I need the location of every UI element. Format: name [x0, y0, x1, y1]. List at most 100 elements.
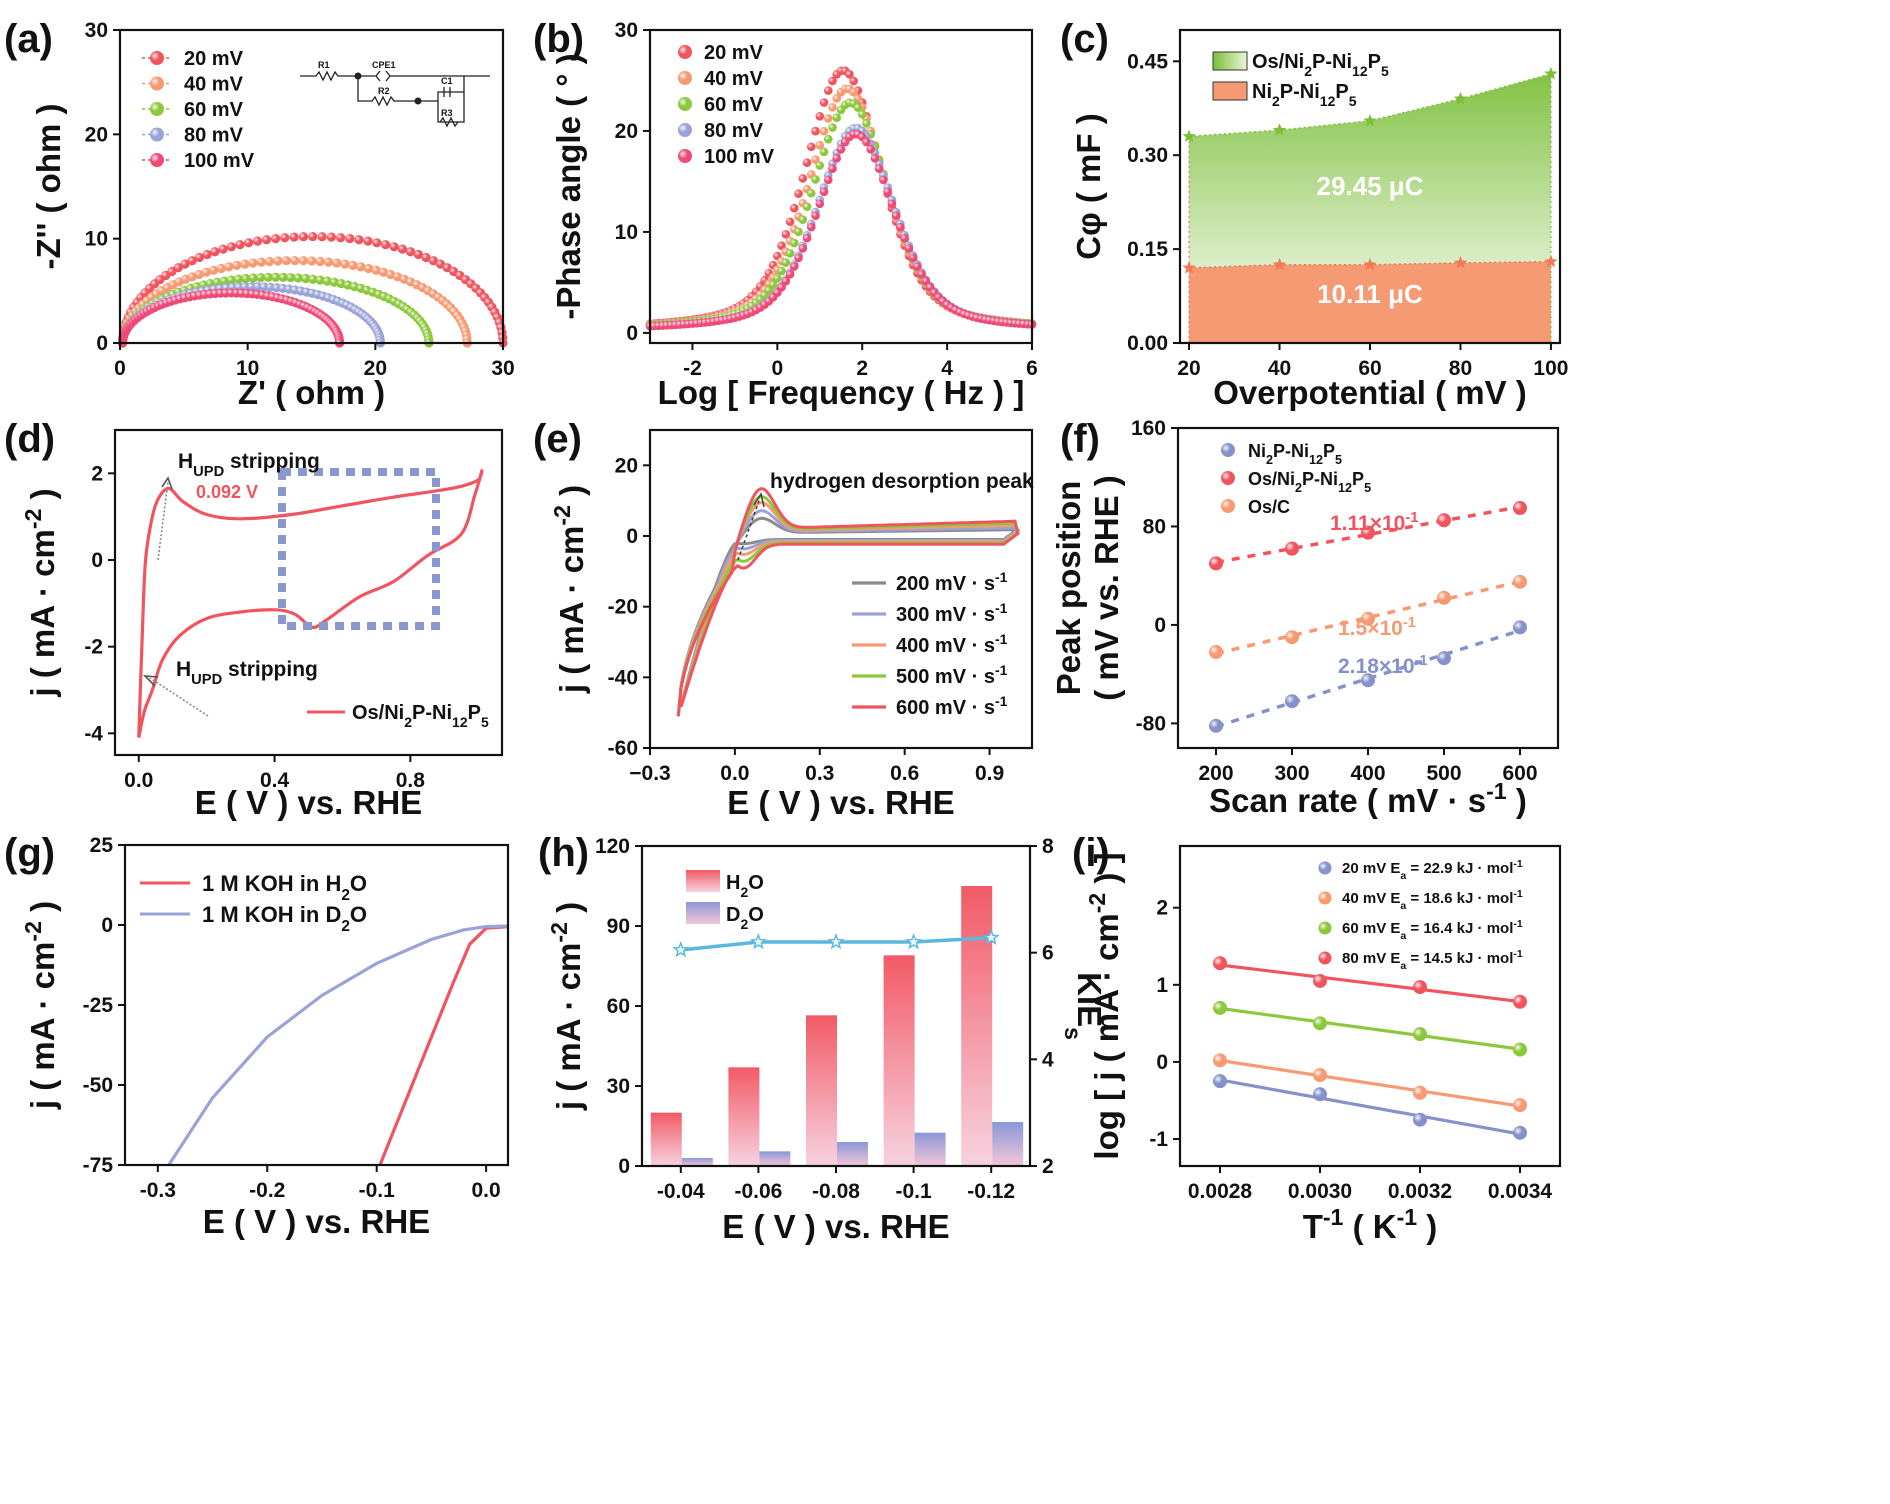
bar-h2o	[650, 1112, 682, 1166]
panel-b-x-ticklabel: 2	[856, 357, 868, 380]
panel-f-label: (f)	[1060, 417, 1100, 461]
legend-marker-shine	[150, 51, 164, 65]
area-label: 29.45 μC	[1317, 171, 1424, 201]
circuit-wire	[357, 76, 465, 123]
circuit-resistor	[439, 116, 459, 128]
fit-line	[1219, 1078, 1521, 1136]
nyquist-point-shine	[329, 277, 339, 287]
panel-g-y-ticklabel: 0	[101, 914, 113, 937]
legend-label: 500 mV · s-1	[896, 662, 1008, 688]
bar-h2o	[883, 955, 915, 1166]
bode-point-shine	[823, 86, 833, 95]
panel-b-frame	[648, 28, 1034, 345]
bode-point-shine	[777, 266, 786, 276]
data-point-shine	[1513, 574, 1527, 589]
legend-marker-shine	[1318, 921, 1332, 935]
text-span: -2	[20, 921, 46, 942]
panel-c-y-ticklabel: 0.00	[1127, 332, 1168, 355]
text-span: 2	[341, 918, 350, 935]
data-point-shine	[1209, 718, 1223, 733]
text-span: UPD	[193, 464, 224, 480]
text-span: 300 mV · s	[896, 604, 995, 626]
panel-h-y-ticklabel: 60	[607, 995, 630, 1018]
panel-g-x-ticklabel: -0.3	[140, 1179, 176, 1202]
nyquist-point-shine	[216, 263, 226, 274]
bode-point-shine	[823, 134, 833, 144]
panel-i-y-ticklabel: 1	[1156, 974, 1168, 997]
nyquist-point-shine	[210, 247, 220, 257]
bode-point-shine	[857, 109, 867, 119]
circuit-node	[354, 72, 362, 80]
panel-e-x-ticklabel: 0.6	[890, 762, 919, 785]
text-span: a	[1400, 900, 1406, 912]
text-span: 2	[1304, 63, 1312, 79]
legend-label: 20 mV	[184, 48, 244, 70]
legend-marker-shine	[678, 123, 692, 137]
os-star	[1453, 91, 1468, 105]
legend-marker-shine	[150, 76, 164, 91]
bar-h2o	[728, 1067, 760, 1166]
nyquist-point-shine	[290, 255, 300, 266]
panel-e-y-ticklabel: -60	[608, 737, 638, 760]
panel-h-y-ticklabel: 30	[607, 1075, 630, 1098]
bode-point-shine	[815, 140, 825, 150]
bode-point-shine	[811, 211, 820, 220]
panel-h-y2-ticklabel: 2	[1042, 1155, 1054, 1178]
panel-a-y-ticklabel: 20	[85, 123, 108, 146]
legend-label: H2O	[726, 872, 764, 900]
bar-d2o	[837, 1142, 868, 1166]
nyquist-point-shine	[322, 276, 332, 286]
os-star	[1363, 113, 1377, 127]
text-span: -1	[1513, 858, 1522, 870]
bode-point-shine	[798, 215, 808, 224]
panel-e-x-ticklabel: 0.0	[720, 762, 749, 785]
panel-b: -2 0 2 4 6 0 10 20 30 Log [ Frequency ( Hz ) ] -Ph…	[550, 19, 1038, 411]
panel-d-y-ticklabel: -2	[84, 636, 103, 659]
text-span: UPD	[191, 672, 222, 688]
text-span: O	[350, 871, 367, 896]
text-span: log [ j ( mA · cm	[1088, 913, 1125, 1159]
bode-point-shine	[794, 189, 803, 198]
panel-f-x-ticklabel: 600	[1502, 762, 1537, 785]
legend-marker-shine	[1318, 951, 1332, 965]
text-span: -1	[995, 662, 1008, 678]
annotation-arrowhead	[161, 476, 173, 490]
bode-point-shine	[785, 249, 795, 258]
panel-g-x-ticklabel: -0.2	[249, 1179, 285, 1202]
text-span: Os/C	[1248, 497, 1290, 517]
nyquist-point-shine	[261, 235, 272, 245]
panel-c-x-ticklabel: 40	[1268, 357, 1291, 380]
data-point-shine	[1209, 556, 1223, 571]
panel-g-y-ticklabel: 25	[90, 834, 114, 857]
text-span: D	[726, 904, 740, 926]
panel-g-label: (g)	[4, 831, 55, 875]
bode-point-shine	[862, 119, 871, 128]
data-point-shine	[1213, 1074, 1227, 1089]
legend-label: 60 mV Ea = 16.4 kJ · mol-1	[1342, 918, 1523, 942]
panel-i-label: (i)	[1072, 831, 1110, 875]
bode-point-shine	[828, 123, 837, 132]
text-span: T	[1303, 1208, 1323, 1245]
nyquist-point-shine	[397, 244, 408, 254]
panel-i-y-ticklabel: -1	[1149, 1128, 1168, 1151]
bode-point-shine	[781, 229, 791, 239]
nyquist-point-shine	[224, 262, 234, 272]
text-span: -1	[1513, 948, 1522, 960]
data-point-shine	[1213, 1053, 1227, 1068]
legend-marker-shine	[1221, 499, 1235, 513]
text-span: -1	[1403, 615, 1416, 631]
text-span: -2	[546, 922, 572, 943]
panel-f-x-ticklabel: 500	[1426, 762, 1461, 785]
panel-d-xlabel: E ( V ) vs. RHE	[195, 784, 422, 821]
nyquist-point-shine	[233, 274, 244, 284]
text-span: 500 mV · s	[896, 666, 995, 688]
nyquist-point-shine	[187, 256, 197, 266]
bode-point-shine	[819, 98, 829, 107]
text-span: 5	[481, 714, 489, 730]
legend-label: 1 M KOH in D2O	[202, 902, 367, 935]
panel-c: 29.45 μC 10.11 μC 20 40 60 80 100 0.00 0.15 0.30 0…	[1070, 50, 1568, 411]
text-span: 2	[1272, 93, 1280, 109]
text-span: 200 mV · s	[896, 573, 995, 595]
data-point-shine	[1413, 1027, 1427, 1042]
data-point-shine	[1361, 673, 1375, 688]
